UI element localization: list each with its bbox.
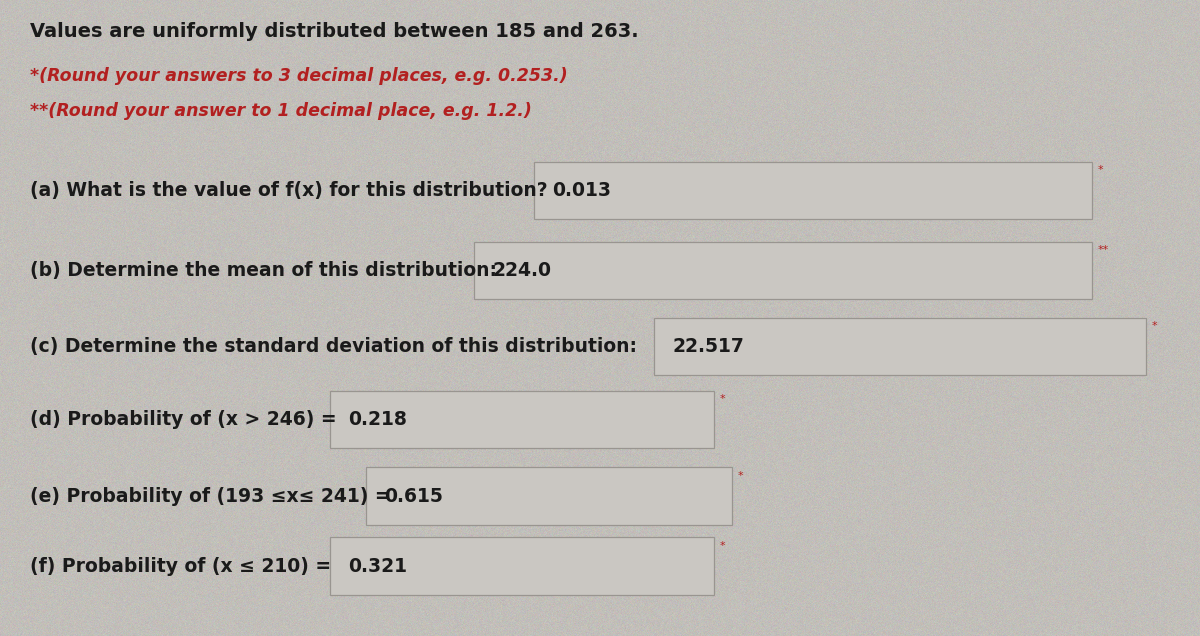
Text: **(Round your answer to 1 decimal place, e.g. 1.2.): **(Round your answer to 1 decimal place,… — [30, 102, 532, 120]
Text: *: * — [720, 541, 726, 551]
Text: 0.013: 0.013 — [552, 181, 611, 200]
Text: (b) Determine the mean of this distribution:: (b) Determine the mean of this distribut… — [30, 261, 497, 280]
Text: *: * — [1152, 321, 1158, 331]
Text: *: * — [720, 394, 726, 404]
Text: *: * — [738, 471, 744, 481]
Text: 0.218: 0.218 — [348, 410, 407, 429]
FancyBboxPatch shape — [474, 242, 1092, 299]
Text: (c) Determine the standard deviation of this distribution:: (c) Determine the standard deviation of … — [30, 337, 637, 356]
Text: (a) What is the value of f(x) for this distribution?: (a) What is the value of f(x) for this d… — [30, 181, 547, 200]
FancyBboxPatch shape — [330, 537, 714, 595]
FancyBboxPatch shape — [330, 391, 714, 448]
Text: 0.615: 0.615 — [384, 487, 443, 506]
Text: *: * — [1098, 165, 1104, 176]
Text: Values are uniformly distributed between 185 and 263.: Values are uniformly distributed between… — [30, 22, 638, 41]
Text: 224.0: 224.0 — [492, 261, 551, 280]
Text: *(Round your answers to 3 decimal places, e.g. 0.253.): *(Round your answers to 3 decimal places… — [30, 67, 568, 85]
FancyBboxPatch shape — [654, 318, 1146, 375]
Text: (f) Probability of (x ≤ 210) =: (f) Probability of (x ≤ 210) = — [30, 556, 331, 576]
Text: (e) Probability of (193 ≤x≤ 241) =: (e) Probability of (193 ≤x≤ 241) = — [30, 487, 391, 506]
FancyBboxPatch shape — [366, 467, 732, 525]
Text: 0.321: 0.321 — [348, 556, 407, 576]
Text: **: ** — [1098, 245, 1109, 255]
Text: (d) Probability of (x > 246) =: (d) Probability of (x > 246) = — [30, 410, 337, 429]
Text: 22.517: 22.517 — [672, 337, 744, 356]
FancyBboxPatch shape — [534, 162, 1092, 219]
